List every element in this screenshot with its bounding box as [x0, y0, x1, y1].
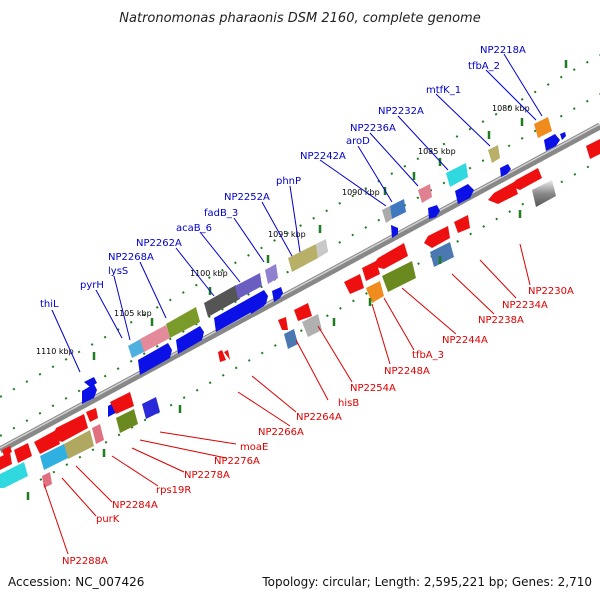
- gene-label-forward: lysS: [108, 266, 128, 277]
- gene-label-forward: pyrH: [80, 280, 104, 291]
- gene-label-reverse: NP2230A: [528, 286, 574, 297]
- gene-label-reverse: hisB: [338, 398, 359, 409]
- gene-label-reverse: NP2254A: [350, 383, 396, 394]
- gene-label-forward: fadB_3: [204, 208, 238, 219]
- gene-label-reverse: rps19R: [156, 485, 191, 496]
- kbp-label: 1080 kbp: [492, 104, 530, 113]
- reverse-gene-blocks: [0, 180, 556, 488]
- reverse-gene-arrows: [0, 139, 600, 470]
- gene-label-forward: NP2262A: [136, 238, 182, 249]
- gene-label-forward: NP2218A: [480, 45, 526, 56]
- gene-label-reverse: tfbA_3: [412, 350, 444, 361]
- gene-label-reverse: NP2288A: [62, 556, 108, 567]
- forward-gene-blocks: [128, 117, 552, 358]
- reverse-gene-labels: NP2230A NP2234A NP2238A NP2244A tfbA_3 N…: [62, 286, 574, 567]
- feature-ticks: [26, 60, 568, 500]
- gene-label-reverse: NP2248A: [384, 366, 430, 377]
- gene-label-forward: tfbA_2: [468, 61, 500, 72]
- gene-label-reverse: NP2266A: [258, 427, 304, 438]
- accession-text: Accession: NC_007426: [8, 575, 144, 589]
- gene-label-reverse: NP2276A: [214, 456, 260, 467]
- gene-label-reverse: NP2284A: [112, 500, 158, 511]
- genome-backbone: [0, 122, 600, 454]
- forward-gene-arrows: [82, 132, 566, 417]
- leader-lines: [43, 53, 543, 555]
- gene-label-forward: phnP: [276, 176, 301, 187]
- topology-summary: Topology: circular; Length: 2,595,221 bp…: [261, 575, 592, 589]
- gene-label-reverse: moaE: [240, 442, 268, 453]
- gene-label-forward: NP2268A: [108, 252, 154, 263]
- gene-label-forward: aroD: [346, 136, 370, 147]
- gene-label-reverse: purK: [96, 514, 120, 525]
- gene-label-reverse: NP2244A: [442, 335, 488, 346]
- kbp-label: 1090 kbp: [342, 188, 380, 197]
- forward-gene-labels: thiL pyrH lysS NP2268A NP2262A acaB_6 fa…: [40, 45, 526, 310]
- kbp-label: 1095 kbp: [268, 230, 306, 239]
- map-title: Natronomonas pharaonis DSM 2160, complet…: [119, 11, 480, 26]
- kbp-label: 1105 kbp: [114, 309, 152, 318]
- gene-label-reverse: NP2238A: [478, 315, 524, 326]
- kbp-label: 1100 kbp: [190, 269, 228, 278]
- gene-label-forward: NP2232A: [378, 106, 424, 117]
- gene-label-forward: thiL: [40, 299, 59, 310]
- gene-label-reverse: NP2264A: [296, 412, 342, 423]
- gene-label-forward: NP2252A: [224, 192, 270, 203]
- gene-label-forward: NP2242A: [300, 151, 346, 162]
- gene-label-forward: acaB_6: [176, 223, 212, 234]
- gene-label-forward: NP2236A: [350, 123, 396, 134]
- gene-label-reverse: NP2234A: [502, 300, 548, 311]
- gene-label-reverse: NP2278A: [184, 470, 230, 481]
- kbp-scale-labels: 1110 kbp 1105 kbp 1100 kbp 1095 kbp 1090…: [36, 104, 530, 356]
- gene-label-forward: mtfK_1: [426, 85, 461, 96]
- kbp-label: 1085 kbp: [418, 147, 456, 156]
- kbp-label: 1110 kbp: [36, 347, 74, 356]
